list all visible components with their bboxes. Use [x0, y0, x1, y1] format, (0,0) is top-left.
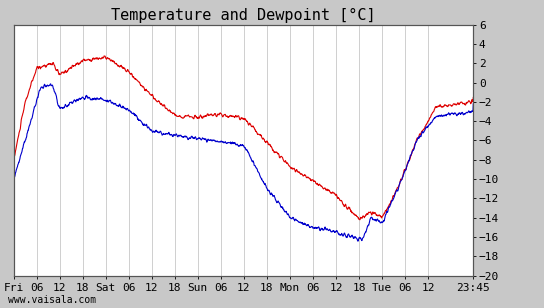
Title: Temperature and Dewpoint [°C]: Temperature and Dewpoint [°C] — [111, 8, 376, 23]
Text: www.vaisala.com: www.vaisala.com — [8, 295, 96, 305]
